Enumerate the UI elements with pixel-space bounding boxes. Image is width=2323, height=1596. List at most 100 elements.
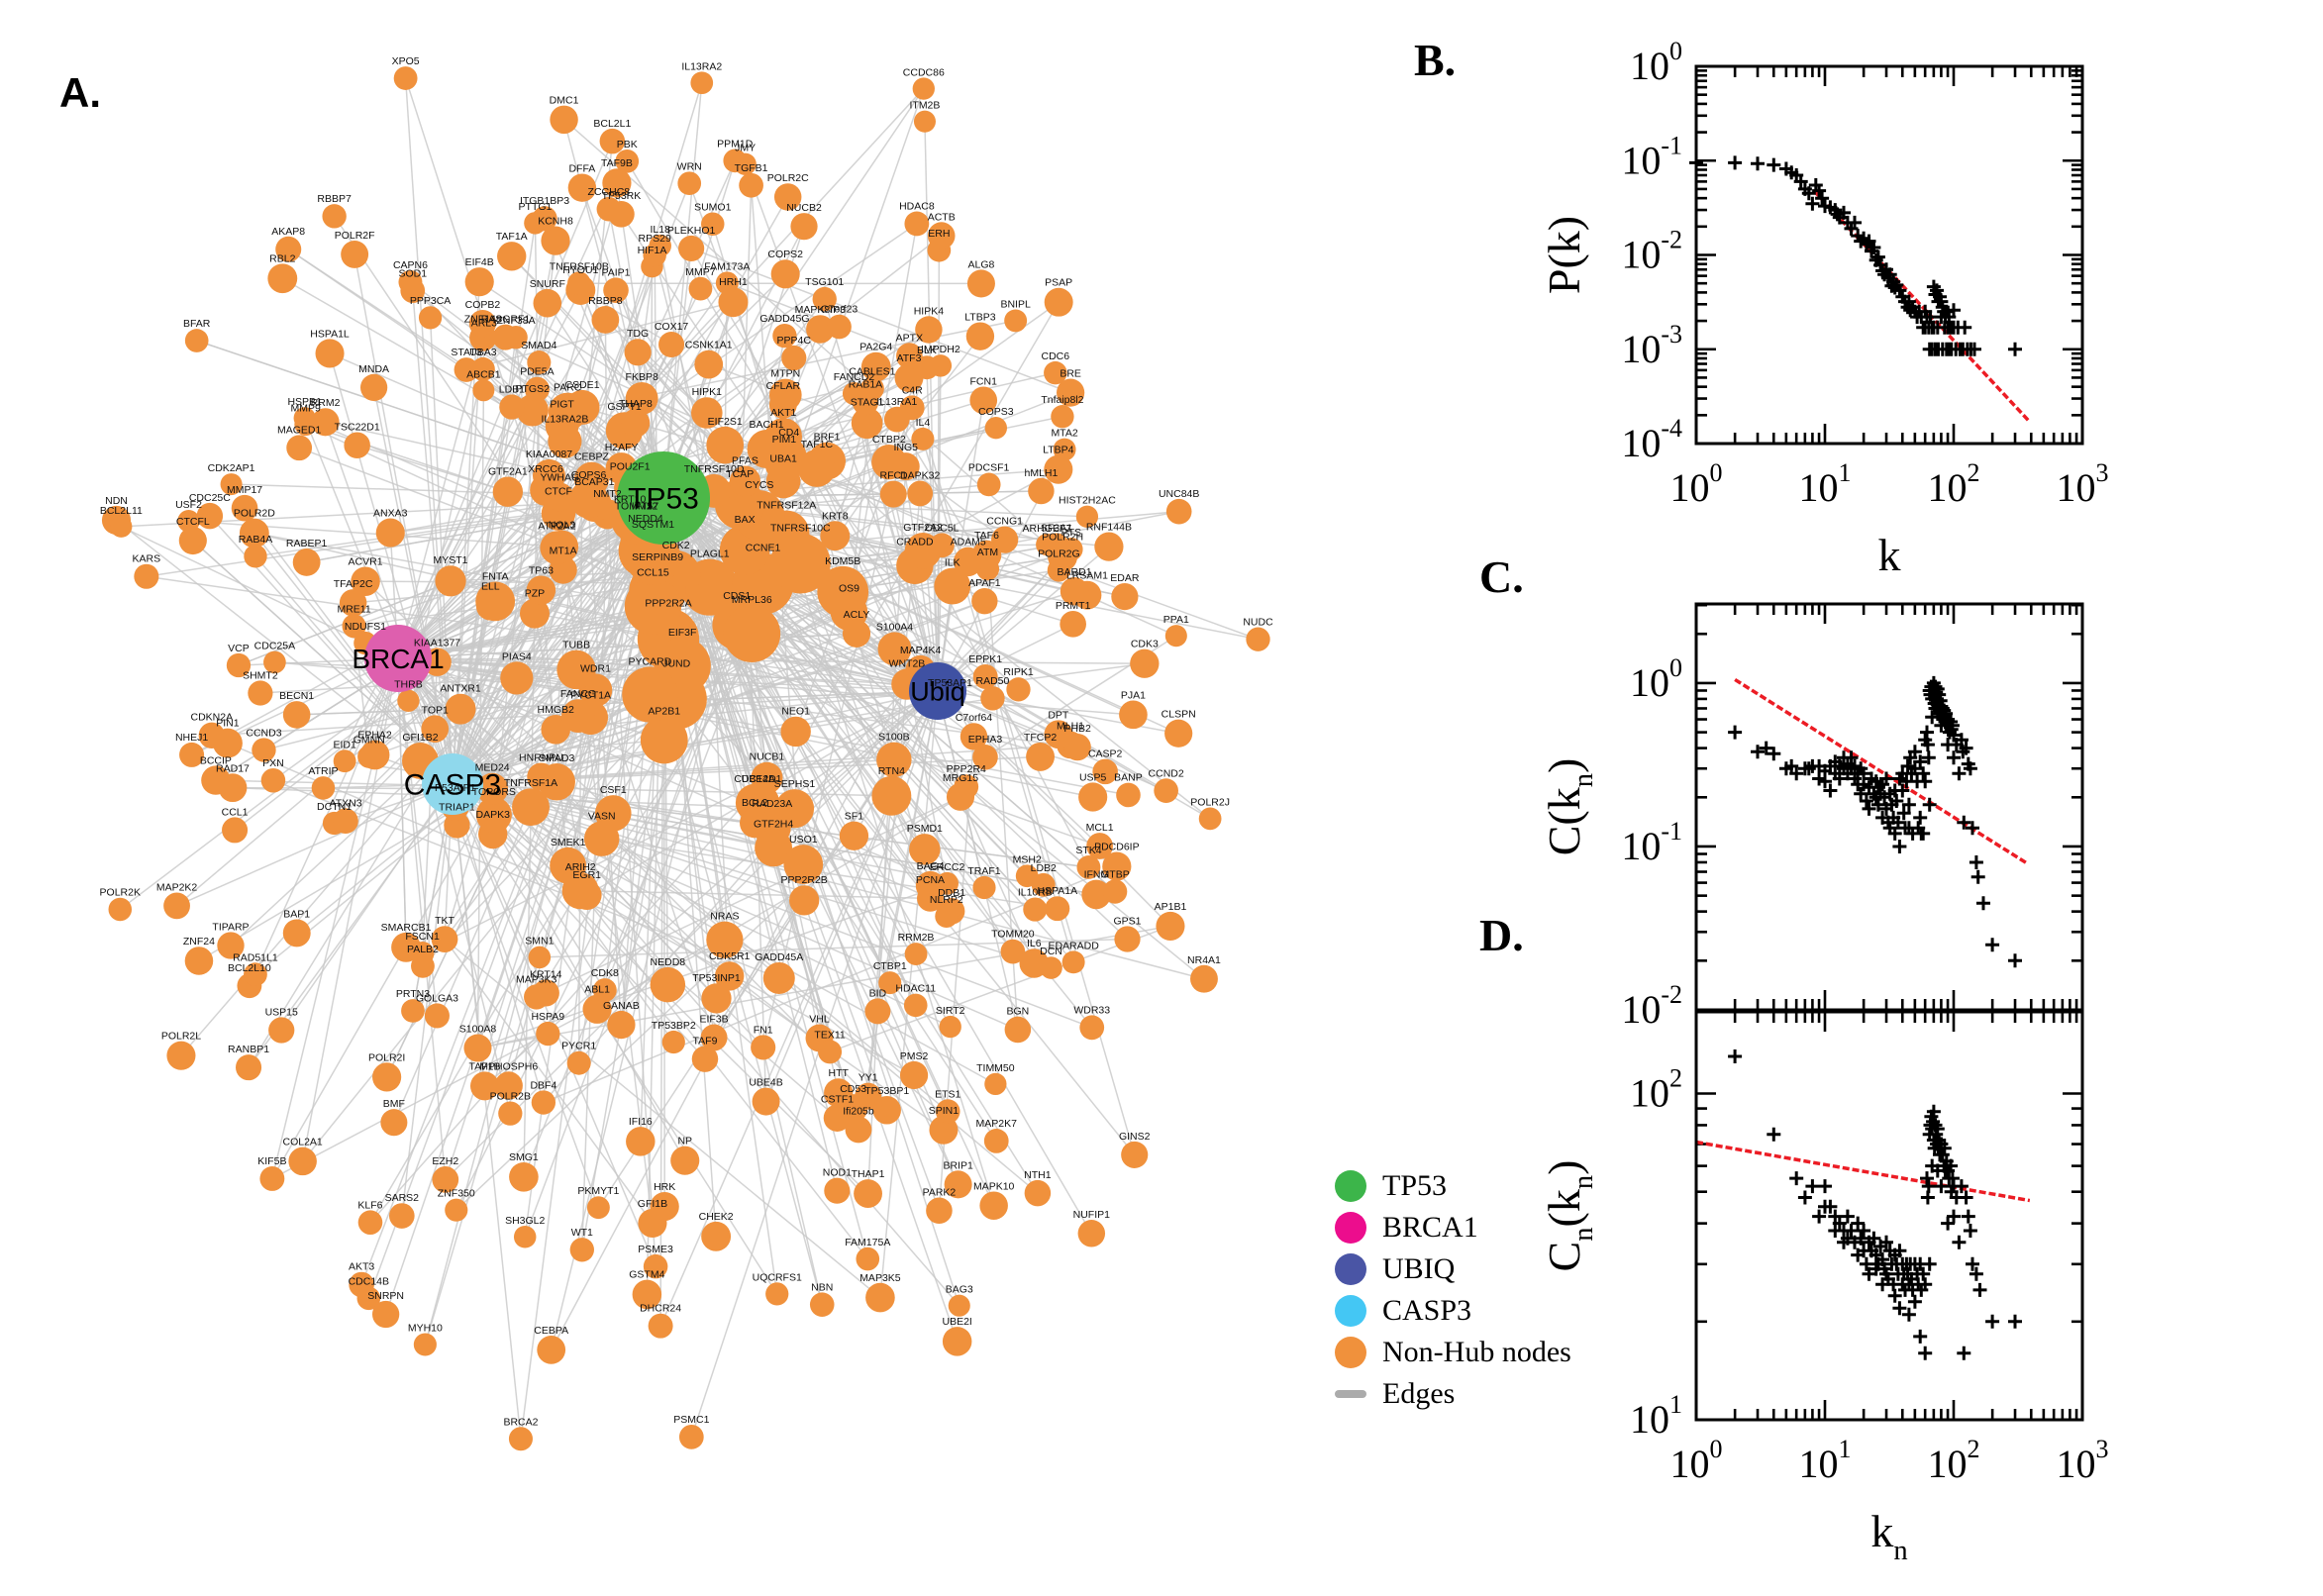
network-node (879, 480, 907, 508)
network-node (198, 722, 225, 748)
network-node (411, 953, 435, 978)
network-node (359, 740, 390, 770)
network-node-label: HSPB1 (287, 396, 322, 408)
network-node-label: JUND (662, 657, 690, 669)
network-node (1130, 648, 1160, 678)
network-node-label: MNDA (358, 363, 389, 375)
network-node (960, 723, 988, 750)
network-node-label: GADD45G (759, 313, 809, 325)
network-node-label: EIF2S1 (708, 416, 743, 428)
network-node-label: TIPARP (212, 921, 249, 933)
network-edge (879, 690, 939, 1298)
network-node-label: MMP9 (291, 402, 321, 414)
network-node (912, 77, 935, 100)
network-node-label: CSNK1A1 (685, 340, 733, 351)
network-node-label: MAP3K3 (516, 973, 557, 985)
network-node-label: RAD51L1 (233, 951, 278, 963)
hub-node-tp53 (617, 451, 710, 545)
network-node-label: EPPK1 (968, 653, 1002, 665)
network-node (393, 66, 418, 90)
network-node-label: HSPA1L (310, 328, 350, 340)
network-node (509, 1161, 539, 1192)
network-node-label: PYCR1 (561, 1041, 596, 1052)
network-node (375, 518, 405, 548)
network-node-label: VASN (588, 810, 616, 822)
network-edge (444, 939, 881, 1299)
scatter-points (1728, 675, 2022, 968)
network-node (783, 845, 824, 884)
network-node (752, 1087, 780, 1116)
network-node (607, 1010, 636, 1040)
network-node-label: TP53BP1 (864, 1085, 909, 1097)
network-node-label: SF1 (845, 811, 863, 823)
network-node-label: BCL2 (742, 797, 767, 809)
network-node (492, 324, 519, 350)
network-node-label: HYOU1 (562, 264, 598, 276)
network-node (883, 406, 910, 433)
network-node (537, 1335, 566, 1364)
network-node (222, 817, 249, 844)
network-node (1092, 758, 1118, 785)
network-node-label: MAGED1 (277, 424, 322, 436)
network-node (527, 762, 556, 791)
network-node-label: CFLAR (766, 380, 801, 392)
network-node-label: NUCB2 (786, 202, 822, 214)
network-node-label: BARD1 (1058, 566, 1092, 578)
network-node-label: BRCA2 (503, 1416, 538, 1428)
network-node-label: MPHOSPH6 (479, 1060, 538, 1072)
network-node-label: S100B (878, 732, 910, 744)
network-node (1076, 855, 1101, 879)
network-node-label: RAB4A (239, 534, 272, 546)
network-node-label: ABL1 (584, 984, 610, 996)
network-node-label: ING5 (893, 442, 918, 453)
network-node (755, 829, 793, 867)
y-tick-label: 10-2 (1621, 226, 1682, 277)
network-edge (397, 657, 686, 1161)
network-edge (960, 796, 1100, 848)
network-node (252, 738, 276, 762)
network-node-labels: CDS1 PLAGL1 CCNE1 BAX MRPL36 PPP2R2A CDK2 EIF3F… (100, 55, 1274, 1428)
network-node-label: TEX11 (814, 1029, 845, 1041)
network-node-label: S100A4 (876, 621, 914, 633)
network-node-label: THAP8 (619, 398, 653, 410)
network-edge (445, 690, 939, 1180)
network-node-label: STAT3 (451, 347, 481, 358)
network-node-label: NR4A1 (1187, 954, 1221, 966)
x-axis-label: kn​ (1870, 1506, 1907, 1566)
x-tick-label: 102 (1928, 458, 1980, 510)
network-node-label: KARS (133, 553, 161, 565)
network-node-label: CCND2 (1149, 767, 1184, 779)
network-edge (192, 540, 588, 896)
network-node (678, 1424, 704, 1449)
legend-label: CASP3 (1382, 1294, 1472, 1327)
network-edge (452, 223, 537, 785)
network-node-label: CDK2 (662, 540, 690, 551)
network-node-label: TNFRSF10D (684, 463, 745, 475)
network-node-label: PARC (554, 382, 582, 394)
network-node (700, 1024, 728, 1051)
network-node-label: EIF4B (465, 256, 494, 268)
network-node-label: POLR2H (1042, 531, 1083, 543)
network-node (1047, 558, 1071, 582)
network-edge (271, 497, 664, 1179)
network-node-label: HRK (654, 1181, 675, 1193)
network-node-label: UBE4B (749, 1077, 782, 1089)
network-node-label: EPHA2 (357, 730, 392, 742)
network-node (706, 921, 744, 958)
network-node-label: DDB1 (938, 887, 965, 899)
network-node-label: TOP1 (422, 704, 449, 716)
network-node (1121, 1141, 1149, 1168)
network-node-label: ZNF148 (464, 313, 502, 325)
network-node-label: XRCC6 (528, 463, 563, 475)
network-node-label: PAIP1 (602, 266, 631, 278)
network-node (397, 689, 420, 712)
network-node-label: IFI16 (629, 1116, 653, 1128)
network-node-label: HIST2H2AC (1059, 495, 1116, 507)
network-node (984, 1072, 1007, 1096)
network-node-label: WT1 (571, 1227, 593, 1239)
network-node (768, 390, 797, 419)
network-node (691, 397, 723, 429)
network-node-label: FKBP8 (626, 371, 658, 383)
network-node-label: S100A8 (459, 1024, 497, 1036)
network-node-label: DHCR24 (640, 1303, 681, 1315)
